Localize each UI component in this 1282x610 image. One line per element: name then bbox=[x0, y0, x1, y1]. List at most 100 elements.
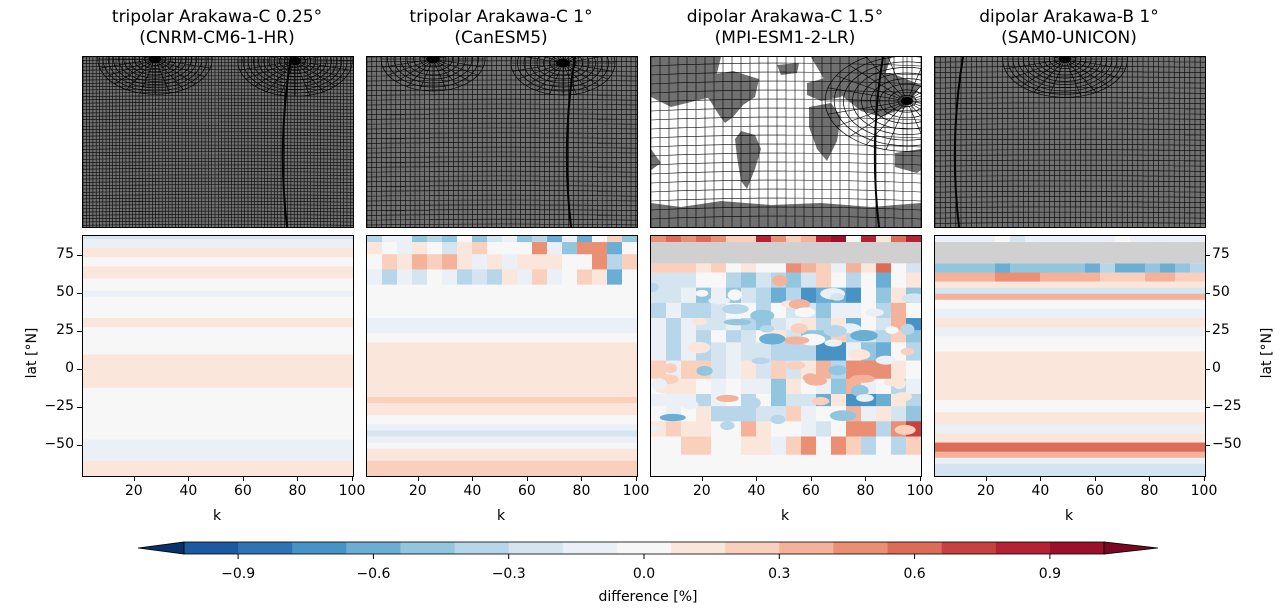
panel-4-title-line2: (SAM0-UNICON) bbox=[1001, 28, 1137, 48]
pole-grid-spoke bbox=[154, 58, 196, 85]
pole-grid-spoke bbox=[154, 58, 184, 90]
heatmap-cell bbox=[906, 236, 921, 243]
heatmap-cell bbox=[502, 236, 518, 243]
heatmap-cell bbox=[666, 318, 682, 331]
heatmap-cell bbox=[696, 260, 712, 273]
y-tick-label-right: 75 bbox=[1212, 245, 1230, 262]
heatmap-cell bbox=[711, 260, 727, 273]
heatmap-cell bbox=[756, 436, 772, 456]
heatmap-cell bbox=[711, 318, 727, 331]
heatmap-band bbox=[935, 412, 1205, 425]
heatmap-cell bbox=[502, 254, 518, 270]
pole-grid-spoke bbox=[827, 87, 908, 102]
grid-pole bbox=[557, 59, 569, 67]
missing-data-band bbox=[651, 242, 921, 264]
pole-grid-spoke bbox=[562, 57, 581, 64]
colorbar-segment bbox=[562, 542, 618, 554]
heatmap-band bbox=[935, 463, 1205, 476]
heatmap-cell bbox=[935, 236, 951, 243]
heatmap-cell bbox=[696, 406, 712, 422]
heatmap-patch bbox=[663, 363, 678, 374]
heatmap-cell bbox=[382, 254, 398, 270]
pole-grid-spoke bbox=[387, 58, 434, 76]
heatmap-cell bbox=[711, 302, 727, 319]
pole-grid-spoke bbox=[1064, 58, 1082, 97]
heatmap-cell bbox=[367, 236, 383, 243]
heatmap-cell bbox=[1160, 272, 1176, 283]
heatmap-cell bbox=[935, 272, 951, 283]
heatmap-patch bbox=[828, 365, 847, 376]
heatmap-band bbox=[935, 457, 1205, 465]
y-tick-mark-right bbox=[1205, 368, 1210, 370]
pole-grid-spoke bbox=[269, 57, 296, 62]
pole-grid-spoke bbox=[517, 62, 564, 80]
x-tick-label: 20 bbox=[408, 483, 427, 499]
heatmap-panel-1 bbox=[82, 235, 354, 477]
heatmap-cell bbox=[861, 236, 877, 243]
heatmap-cell bbox=[457, 236, 473, 243]
pole-grid-spoke bbox=[239, 60, 296, 71]
heatmap-cell bbox=[711, 236, 727, 243]
heatmap-cell bbox=[861, 287, 877, 304]
x-tick-label: 80 bbox=[856, 483, 875, 499]
heatmap-cell bbox=[891, 236, 907, 243]
heatmap-cell bbox=[547, 236, 563, 243]
panel-2-title-line2: (CanESM5) bbox=[454, 28, 548, 48]
grid-seam bbox=[873, 57, 884, 227]
pole-grid-spoke bbox=[848, 100, 908, 138]
heatmap-patch bbox=[794, 307, 816, 318]
heatmap-cell bbox=[382, 236, 398, 243]
heatmap-cell bbox=[666, 260, 682, 273]
heatmap-patch bbox=[850, 374, 876, 383]
pole-grid-spoke bbox=[432, 57, 447, 60]
heatmap-cell bbox=[906, 436, 921, 456]
heatmap-cell bbox=[726, 360, 742, 380]
grid-pole bbox=[427, 57, 439, 63]
heatmap-cell bbox=[771, 421, 787, 438]
x-tick-label: 40 bbox=[463, 483, 482, 499]
heatmap-band bbox=[83, 266, 353, 280]
heatmap-cell bbox=[741, 236, 757, 243]
y-tick-mark-right bbox=[1205, 254, 1210, 256]
heatmap-cell bbox=[412, 236, 428, 243]
heatmap-cell bbox=[935, 263, 951, 273]
heatmap-band bbox=[935, 318, 1205, 328]
pole-grid-spoke bbox=[906, 95, 921, 102]
heatmap-cell bbox=[1040, 236, 1056, 243]
heatmap-cell bbox=[876, 436, 892, 456]
heatmap-cell bbox=[442, 269, 458, 286]
x-tick-label: 40 bbox=[179, 483, 198, 499]
heatmap-cell bbox=[622, 242, 637, 255]
heatmap-band bbox=[83, 239, 353, 249]
y-tick-label-right: 0 bbox=[1212, 359, 1221, 376]
heatmap-cell bbox=[1055, 272, 1071, 283]
y-tick-mark-left bbox=[77, 292, 82, 294]
heatmap-cell bbox=[816, 421, 832, 438]
heatmap-cell bbox=[562, 269, 578, 286]
heatmap-patch bbox=[900, 323, 915, 335]
panel-3-title-line1: dipolar Arakawa-C 1.5° bbox=[686, 7, 884, 27]
heatmap-patch bbox=[804, 376, 828, 386]
x-tick-mark bbox=[297, 476, 299, 481]
grid-map-panel-3 bbox=[650, 56, 922, 228]
heatmap-cell bbox=[741, 360, 757, 380]
heatmap-cell bbox=[786, 236, 802, 243]
x-axis-label-4: k bbox=[1064, 508, 1074, 524]
heatmap-cell bbox=[427, 236, 443, 243]
heatmap-cell bbox=[696, 272, 712, 289]
x-tick-mark bbox=[352, 476, 353, 481]
heatmap-band bbox=[83, 354, 353, 389]
colorbar-tick-label: −0.9 bbox=[221, 566, 256, 582]
pole-grid-spoke bbox=[865, 100, 908, 146]
pole-grid-spoke bbox=[562, 62, 600, 87]
pole-grid-spoke bbox=[105, 58, 156, 78]
panel-1-title: tripolar Arakawa-C 0.25° (CNRM-CM6-1-HR) bbox=[72, 7, 362, 49]
panel-1-title-line1: tripolar Arakawa-C 0.25° bbox=[111, 7, 323, 27]
heatmap-cell bbox=[876, 260, 892, 273]
heatmap-cell bbox=[846, 260, 862, 273]
heatmap-band bbox=[83, 236, 353, 240]
x-tick-label: 20 bbox=[692, 483, 711, 499]
heatmap-cell bbox=[711, 330, 727, 343]
heatmap-cell bbox=[756, 342, 772, 362]
pole-grid-spoke bbox=[526, 62, 564, 87]
